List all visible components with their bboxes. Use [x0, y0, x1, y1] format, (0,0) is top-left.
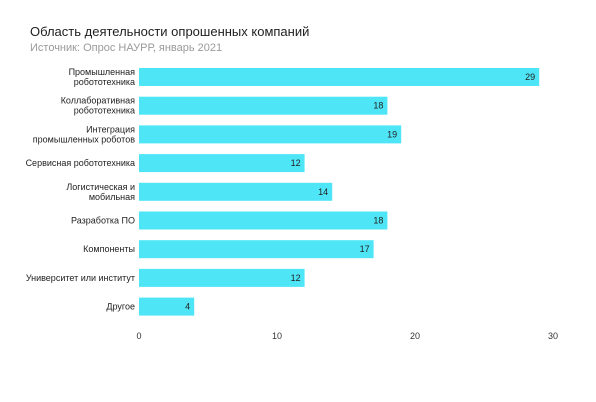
bar — [139, 297, 195, 316]
data-label: 12 — [291, 273, 301, 283]
chart-subtitle: Источник: Опрос НАУРР, январь 2021 — [30, 42, 223, 54]
bar — [139, 68, 540, 86]
chart-title: Область деятельности опрошенных компаний — [30, 24, 310, 39]
bar — [139, 182, 333, 201]
category-label: Компоненты — [83, 244, 135, 254]
data-label: 29 — [525, 72, 535, 82]
category-label: Коллаборативная робототехника — [61, 96, 135, 116]
category-label: Логистическая и мобильная — [66, 182, 135, 202]
bar — [139, 268, 305, 287]
bar — [139, 125, 402, 144]
data-label: 14 — [318, 187, 328, 197]
data-label: 18 — [373, 101, 383, 111]
x-tick-label: 10 — [272, 331, 282, 341]
data-label: 19 — [387, 129, 397, 139]
data-label: 12 — [291, 158, 301, 168]
category-label: Интеграция промышленных роботов — [33, 124, 135, 144]
x-tick-label: 20 — [410, 331, 420, 341]
category-label: Университет или институт — [26, 273, 135, 283]
category-label: Разработка ПО — [71, 216, 135, 226]
x-tick-label: 30 — [548, 331, 558, 341]
category-label: Сервисная робототехника — [26, 158, 135, 168]
data-label: 4 — [185, 302, 190, 312]
data-label: 18 — [373, 216, 383, 226]
category-label: Другое — [106, 302, 135, 312]
data-label: 17 — [360, 244, 370, 254]
bar — [139, 240, 374, 259]
bar — [139, 154, 305, 173]
bar — [139, 211, 388, 230]
bar — [139, 96, 388, 115]
category-label: Промышленная робототехника — [69, 67, 136, 87]
x-tick-label: 0 — [136, 331, 141, 341]
